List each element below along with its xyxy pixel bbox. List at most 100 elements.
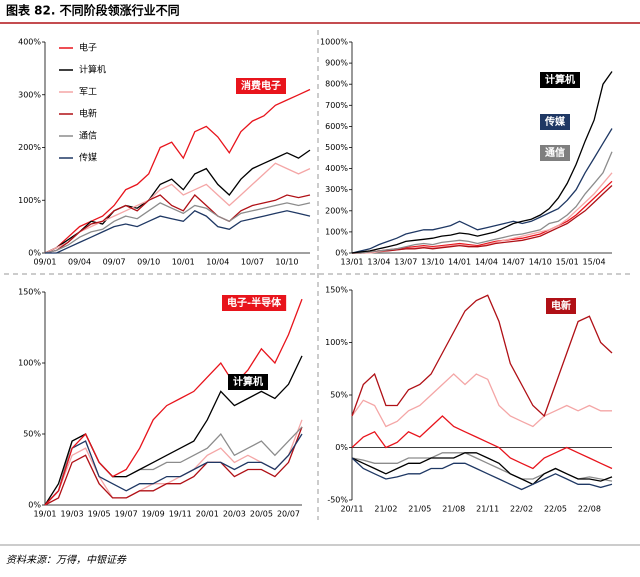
annotation-box (540, 145, 570, 161)
x-tick-label: 14/01 (448, 258, 471, 267)
series-line (44, 149, 311, 254)
annotation-box (546, 298, 576, 314)
x-tick-label: 20/01 (196, 510, 219, 519)
source: 资料来源：万得，中银证券 (6, 554, 127, 566)
y-tick-label: 0% (335, 443, 348, 452)
series-line (44, 202, 311, 254)
y-tick-label: 0% (28, 249, 41, 258)
series-line (352, 151, 613, 254)
y-tick-label: 0% (28, 501, 41, 510)
series-line (44, 194, 311, 254)
x-tick-label: 21/08 (442, 505, 465, 514)
y-tick-label: 1000% (320, 38, 348, 47)
series-line (44, 426, 303, 506)
x-tick-label: 09/04 (68, 258, 91, 267)
annotation-box (236, 78, 286, 94)
x-tick-label: 22/05 (544, 505, 567, 514)
x-tick-label: 14/04 (475, 258, 498, 267)
x-tick-label: 09/10 (137, 258, 160, 267)
x-tick-label: 10/07 (241, 258, 264, 267)
y-tick-label: 50% (330, 391, 348, 400)
x-tick-label: 21/02 (374, 505, 397, 514)
y-tick-label: 150% (325, 286, 348, 295)
x-tick-label: 14/07 (502, 258, 525, 267)
series-line (44, 426, 303, 506)
y-tick-label: 100% (18, 359, 41, 368)
x-tick-label: 13/10 (421, 258, 444, 267)
series-line (351, 452, 613, 486)
x-tick-label: 19/09 (142, 510, 165, 519)
x-tick-label: 22/08 (578, 505, 601, 514)
annotation: 电子-半导体 (227, 296, 282, 309)
legend-label: 传媒 (79, 152, 97, 164)
y-tick-label: 100% (18, 196, 41, 205)
y-tick-label: 200% (325, 206, 348, 215)
y-tick-label: 900% (325, 59, 348, 68)
series-line (351, 373, 612, 428)
y-tick-label: 600% (325, 122, 348, 131)
series-line (351, 457, 613, 491)
y-tick-label: 200% (18, 143, 41, 152)
series-line (351, 294, 613, 418)
x-tick-label: 20/05 (250, 510, 273, 519)
y-tick-label: 100% (325, 227, 348, 236)
series-line (44, 162, 311, 254)
annotation: 计算机 (233, 375, 263, 388)
y-tick-label: 400% (18, 38, 41, 47)
x-tick-label: 13/04 (367, 258, 390, 267)
series-line (44, 298, 303, 506)
x-tick-label: 09/01 (33, 258, 56, 267)
series-line (351, 128, 613, 254)
series-line (351, 71, 613, 254)
annotation-box (540, 72, 580, 88)
x-tick-label: 15/01 (556, 258, 579, 267)
x-tick-label: 13/07 (394, 258, 417, 267)
x-tick-label: 19/07 (115, 510, 138, 519)
x-tick-label: 20/03 (223, 510, 246, 519)
x-tick-label: 10/10 (275, 258, 298, 267)
x-tick-label: 14/10 (529, 258, 552, 267)
y-tick-label: 50% (23, 430, 41, 439)
y-tick-label: 300% (18, 90, 41, 99)
x-tick-label: 21/05 (408, 505, 431, 514)
annotation-box (540, 114, 570, 130)
y-tick-label: 500% (325, 143, 348, 152)
x-tick-label: 10/04 (206, 258, 229, 267)
legend-label: 军工 (79, 87, 97, 98)
series-line (351, 415, 613, 470)
legend-label: 电子 (79, 42, 97, 54)
y-tick-label: 400% (325, 164, 348, 173)
annotation-box (222, 295, 287, 311)
x-tick-label: 20/07 (277, 510, 300, 519)
page-title: 图表 82. 不同阶段领涨行业不同 (6, 3, 180, 18)
x-tick-label: 19/11 (169, 510, 192, 519)
x-tick-label: 19/05 (88, 510, 111, 519)
annotation: 消费电子 (241, 79, 281, 92)
annotation: 计算机 (545, 73, 575, 86)
y-tick-label: 100% (325, 338, 348, 347)
annotation: 通信 (545, 146, 565, 159)
y-tick-label: -50% (327, 496, 348, 505)
legend-label: 计算机 (79, 64, 106, 76)
x-tick-label: 21/11 (476, 505, 499, 514)
legend-label: 通信 (79, 130, 97, 142)
legend-label: 电新 (79, 108, 97, 120)
annotation: 电新 (551, 299, 571, 312)
annotation-box (228, 374, 268, 390)
x-tick-label: 15/04 (583, 258, 606, 267)
y-tick-label: 700% (325, 101, 348, 110)
y-tick-label: 150% (18, 288, 41, 297)
series-line (44, 433, 303, 506)
y-tick-label: 300% (325, 185, 348, 194)
x-tick-label: 19/03 (61, 510, 84, 519)
x-tick-label: 13/01 (340, 258, 363, 267)
x-tick-label: 19/01 (33, 510, 56, 519)
series-line (352, 185, 613, 254)
series-line (44, 419, 303, 506)
y-tick-label: 800% (325, 80, 348, 89)
annotation: 传媒 (544, 115, 566, 128)
x-tick-label: 20/11 (340, 505, 363, 514)
series-line (45, 210, 311, 254)
x-tick-label: 22/02 (510, 505, 533, 514)
